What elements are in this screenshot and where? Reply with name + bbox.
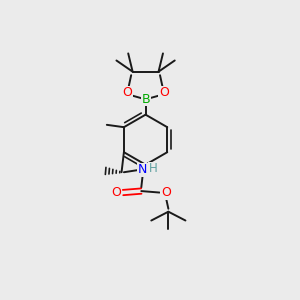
Text: O: O (161, 186, 171, 199)
Text: H: H (149, 163, 158, 176)
Text: O: O (159, 86, 169, 99)
Text: B: B (141, 93, 150, 106)
Text: O: O (122, 86, 132, 99)
Text: O: O (112, 186, 122, 199)
Text: N: N (138, 164, 147, 176)
